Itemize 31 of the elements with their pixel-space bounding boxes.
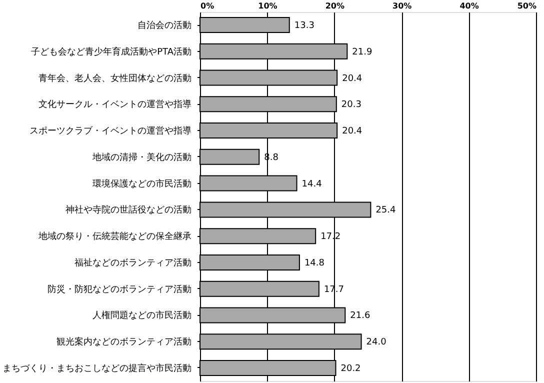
data-label: 14.4 (302, 179, 322, 190)
y-tick-label: 青年会、老人会、女性団体などの活動 (38, 72, 192, 84)
data-label: 21.9 (352, 47, 372, 58)
x-tick-label: 40% (460, 2, 479, 10)
data-label: 20.3 (341, 100, 362, 110)
data-label: 13.3 (294, 21, 314, 32)
x-tick-label: 50% (517, 2, 536, 10)
y-tick-label: 観光案内などのボランティア活動 (56, 336, 192, 348)
y-tick-label: 地域の祭り・伝統芸能などの保全継承 (38, 231, 192, 242)
y-tick-label: 福祉などのボランティア活動 (74, 257, 192, 268)
y-tick-label: スポーツクラブ・イベントの運営や指導 (30, 126, 192, 137)
y-tick-label: 神社や寺院の世話役などの活動 (66, 204, 192, 216)
data-label: 20.4 (342, 126, 362, 137)
y-tick-label: 子ども会など青少年育成活動やPTA活動 (31, 46, 192, 58)
data-label: 20.2 (340, 364, 361, 374)
data-label: 14.8 (304, 258, 325, 268)
data-label: 25.4 (376, 206, 396, 216)
y-tick-label: まちづくり・まちおこしなどの提言や市民活動 (2, 362, 192, 374)
data-label: 21.6 (350, 311, 370, 322)
x-tick-label: 10% (258, 2, 278, 10)
y-tick-label: 防災・防犯などのボランティア活動 (48, 284, 192, 295)
y-tick-label: 人権問題などの市民活動 (92, 310, 192, 322)
data-label: 20.4 (342, 74, 362, 84)
x-tick-label: 0% (200, 2, 214, 10)
data-label: 24.0 (366, 338, 387, 348)
x-tick-label: 30% (392, 2, 412, 10)
y-tick-label: 文化サークル・イベントの運営や指導 (38, 99, 192, 110)
y-tick-label: 地域の清掃・美化の活動 (92, 152, 192, 163)
y-tick-label: 自治会の活動 (138, 20, 192, 32)
x-tick-label: 20% (325, 2, 344, 10)
y-tick-label: 環境保護などの市民活動 (92, 178, 192, 190)
